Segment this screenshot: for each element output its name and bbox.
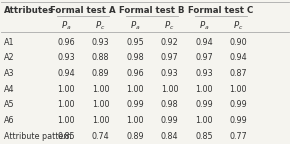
- Text: 0.94: 0.94: [229, 53, 247, 62]
- Text: 0.98: 0.98: [161, 101, 178, 109]
- Text: 1.00: 1.00: [92, 101, 109, 109]
- Text: Formal test B: Formal test B: [119, 5, 185, 15]
- Text: 0.96: 0.96: [57, 38, 75, 47]
- Text: A1: A1: [4, 38, 15, 47]
- Text: 0.77: 0.77: [229, 132, 247, 141]
- Text: A6: A6: [4, 116, 15, 125]
- Text: $\mathit{P}_{c}$: $\mathit{P}_{c}$: [95, 19, 106, 32]
- Text: 0.96: 0.96: [126, 69, 144, 78]
- Text: 1.00: 1.00: [195, 85, 213, 94]
- Text: 0.99: 0.99: [229, 101, 247, 109]
- Text: 0.94: 0.94: [57, 69, 75, 78]
- Text: 1.00: 1.00: [195, 116, 213, 125]
- Text: 0.99: 0.99: [229, 116, 247, 125]
- Text: 0.99: 0.99: [126, 101, 144, 109]
- Text: Attributes: Attributes: [4, 5, 55, 15]
- Text: 0.93: 0.93: [161, 69, 178, 78]
- Text: 1.00: 1.00: [57, 85, 75, 94]
- Text: $\mathit{P}_{a}$: $\mathit{P}_{a}$: [61, 19, 71, 32]
- Text: Formal test C: Formal test C: [188, 5, 254, 15]
- Text: A5: A5: [4, 101, 15, 109]
- Text: $\mathit{P}_{c}$: $\mathit{P}_{c}$: [164, 19, 175, 32]
- Text: A4: A4: [4, 85, 15, 94]
- Text: $\mathit{P}_{a}$: $\mathit{P}_{a}$: [199, 19, 209, 32]
- Text: 0.92: 0.92: [161, 38, 178, 47]
- Text: 0.93: 0.93: [57, 53, 75, 62]
- Text: 0.93: 0.93: [92, 38, 109, 47]
- Text: 0.88: 0.88: [92, 53, 109, 62]
- Text: 1.00: 1.00: [230, 85, 247, 94]
- Text: 0.85: 0.85: [195, 132, 213, 141]
- Text: 0.89: 0.89: [92, 69, 109, 78]
- Text: $\mathit{P}_{a}$: $\mathit{P}_{a}$: [130, 19, 140, 32]
- Text: 0.97: 0.97: [195, 53, 213, 62]
- Text: 0.74: 0.74: [92, 132, 109, 141]
- Text: 0.97: 0.97: [161, 53, 178, 62]
- Text: 1.00: 1.00: [161, 85, 178, 94]
- Text: A3: A3: [4, 69, 15, 78]
- Text: 0.99: 0.99: [195, 101, 213, 109]
- Text: 0.85: 0.85: [57, 132, 75, 141]
- Text: 0.95: 0.95: [126, 38, 144, 47]
- Text: 0.93: 0.93: [195, 69, 213, 78]
- Text: 1.00: 1.00: [126, 116, 144, 125]
- Text: 1.00: 1.00: [57, 116, 75, 125]
- Text: 0.98: 0.98: [126, 53, 144, 62]
- Text: 0.94: 0.94: [195, 38, 213, 47]
- Text: 1.00: 1.00: [92, 85, 109, 94]
- Text: Formal test A: Formal test A: [50, 5, 116, 15]
- Text: 0.90: 0.90: [229, 38, 247, 47]
- Text: 0.84: 0.84: [161, 132, 178, 141]
- Text: 1.00: 1.00: [92, 116, 109, 125]
- Text: 1.00: 1.00: [57, 101, 75, 109]
- Text: 0.99: 0.99: [161, 116, 178, 125]
- Text: Attribute pattern: Attribute pattern: [4, 132, 72, 141]
- Text: $\mathit{P}_{c}$: $\mathit{P}_{c}$: [233, 19, 244, 32]
- Text: 1.00: 1.00: [126, 85, 144, 94]
- Text: 0.87: 0.87: [229, 69, 247, 78]
- Text: A2: A2: [4, 53, 15, 62]
- Text: 0.89: 0.89: [126, 132, 144, 141]
